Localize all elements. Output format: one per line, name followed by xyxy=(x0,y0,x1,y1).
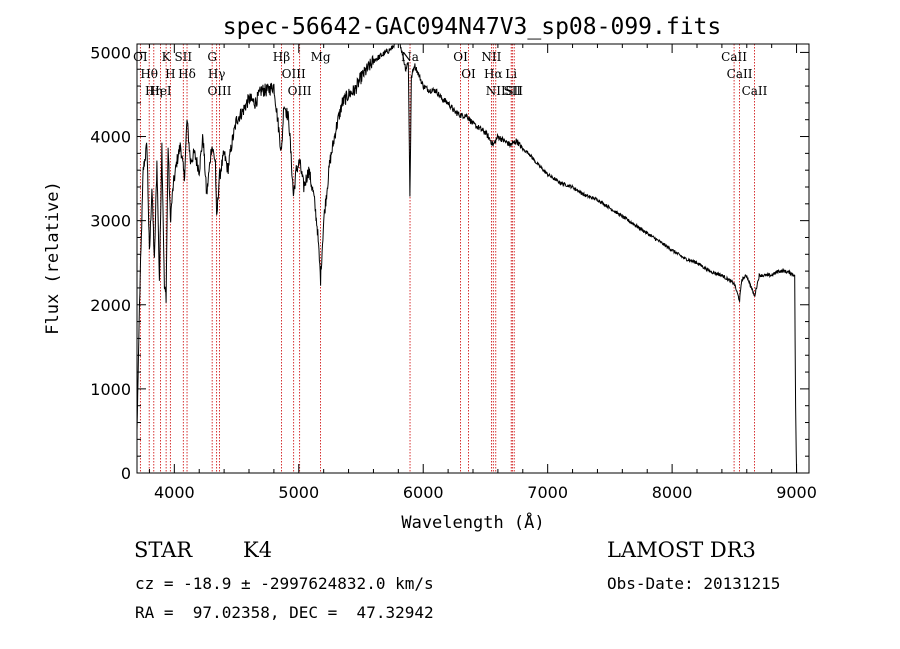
line-label-1: Hθ xyxy=(140,67,158,81)
line-label-4: K xyxy=(162,50,172,64)
obs-date: Obs-Date: 20131215 xyxy=(607,574,781,593)
line-label-22: SII xyxy=(503,84,521,98)
line-label-25: CaII xyxy=(727,67,753,81)
spectrum-line xyxy=(136,43,798,474)
x-axis: 4000 5000 6000 7000 8000 9000 xyxy=(148,44,817,502)
line-label-23: SII xyxy=(505,84,523,98)
y-tick-label-0: 0 xyxy=(121,464,131,483)
line-label-26: CaII xyxy=(742,84,768,98)
x-tick-label-2: 6000 xyxy=(403,483,444,502)
x-tick-label-1: 5000 xyxy=(278,483,319,502)
line-label-17: OI xyxy=(461,67,476,81)
line-label-20: NII xyxy=(486,84,506,98)
line-label-10: OIII xyxy=(207,84,231,98)
y-tick-label-3: 3000 xyxy=(90,212,131,231)
line-label-18: NII xyxy=(481,50,501,64)
x-axis-label: Wavelength (Å) xyxy=(401,511,544,533)
x-tick-label-0: 4000 xyxy=(154,483,195,502)
line-label-13: OIII xyxy=(288,84,312,98)
line-label-16: OI xyxy=(453,50,468,64)
y-axis: 0 1000 2000 3000 4000 5000 xyxy=(90,43,809,483)
line-label-2: Hη xyxy=(145,84,163,98)
line-label-7: Hδ xyxy=(178,67,196,81)
plot-frame xyxy=(136,43,810,474)
x-tick-label-3: 7000 xyxy=(527,483,568,502)
coordinates-line: RA = 97.02358, DEC = 47.32942 xyxy=(135,603,434,622)
object-class: STAR xyxy=(134,538,193,562)
y-tick-label-2: 2000 xyxy=(90,296,131,315)
line-label-19: Hα xyxy=(484,67,503,81)
line-label-24: CaII xyxy=(721,50,747,64)
line-label-21: Li xyxy=(505,67,517,81)
y-tick-label-5: 5000 xyxy=(90,43,131,62)
line-label-9: Hγ xyxy=(208,67,226,81)
line-label-15: Na xyxy=(401,50,419,64)
chart-title: spec-56642-GAC094N47V3_sp08-099.fits xyxy=(223,14,722,40)
y-tick-label-4: 4000 xyxy=(90,128,131,147)
x-tick-label-5: 9000 xyxy=(776,483,817,502)
line-label-3: HeI xyxy=(149,84,172,98)
redshift-line: cz = -18.9 ± -2997624832.0 km/s xyxy=(135,574,434,593)
line-label-6: SII xyxy=(174,50,192,64)
spectrum-series xyxy=(136,43,798,474)
y-tick-label-1: 1000 xyxy=(90,380,131,399)
survey-name: LAMOST DR3 xyxy=(607,538,756,562)
line-label-12: OIII xyxy=(282,67,306,81)
line-label-5: H xyxy=(165,67,175,81)
x-tick-label-4: 8000 xyxy=(652,483,693,502)
object-subclass: K4 xyxy=(243,538,273,562)
line-label-8: G xyxy=(207,50,217,64)
line-label-11: Hβ xyxy=(273,50,290,64)
spectral-line-markers xyxy=(139,44,755,473)
line-label-14: Mg xyxy=(311,50,331,64)
y-axis-label: Flux (relative) xyxy=(43,181,63,335)
